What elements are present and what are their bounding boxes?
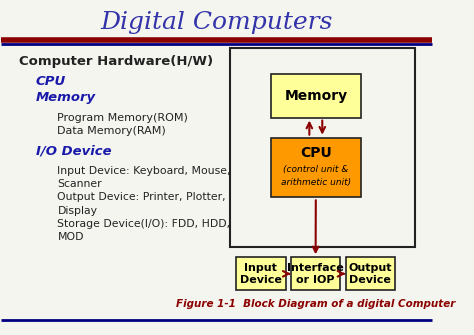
Bar	[271, 74, 361, 118]
Text: Figure 1-1  Block Diagram of a digital Computer: Figure 1-1 Block Diagram of a digital Co…	[176, 299, 456, 309]
Text: CPU: CPU	[300, 145, 332, 159]
Text: I/O Device: I/O Device	[36, 144, 111, 157]
Bar	[236, 257, 286, 290]
Text: CPU: CPU	[36, 75, 66, 88]
Bar	[230, 48, 415, 247]
Text: Memory: Memory	[284, 89, 347, 103]
Text: Program Memory(ROM): Program Memory(ROM)	[57, 113, 188, 123]
Text: Display: Display	[57, 206, 97, 216]
Bar	[291, 257, 340, 290]
Text: Output
Device: Output Device	[348, 263, 392, 285]
Text: Digital Computers: Digital Computers	[100, 11, 333, 35]
Bar	[271, 138, 361, 197]
Text: arithmetic unit): arithmetic unit)	[281, 178, 351, 187]
Text: Scanner: Scanner	[57, 179, 102, 189]
Text: Input Device: Keyboard, Mouse,: Input Device: Keyboard, Mouse,	[57, 166, 231, 176]
Text: Input
Device: Input Device	[240, 263, 282, 285]
Text: Data Memory(RAM): Data Memory(RAM)	[57, 126, 166, 136]
Text: MOD: MOD	[57, 232, 84, 242]
Text: (control unit &: (control unit &	[283, 165, 348, 174]
Text: Interface
or IOP: Interface or IOP	[287, 263, 344, 285]
Text: Storage Device(I/O): FDD, HDD,: Storage Device(I/O): FDD, HDD,	[57, 219, 230, 229]
Text: Memory: Memory	[36, 91, 96, 104]
Text: Computer Hardware(H/W): Computer Hardware(H/W)	[18, 55, 213, 68]
Bar	[346, 257, 395, 290]
Text: Output Device: Printer, Plotter,: Output Device: Printer, Plotter,	[57, 192, 226, 202]
